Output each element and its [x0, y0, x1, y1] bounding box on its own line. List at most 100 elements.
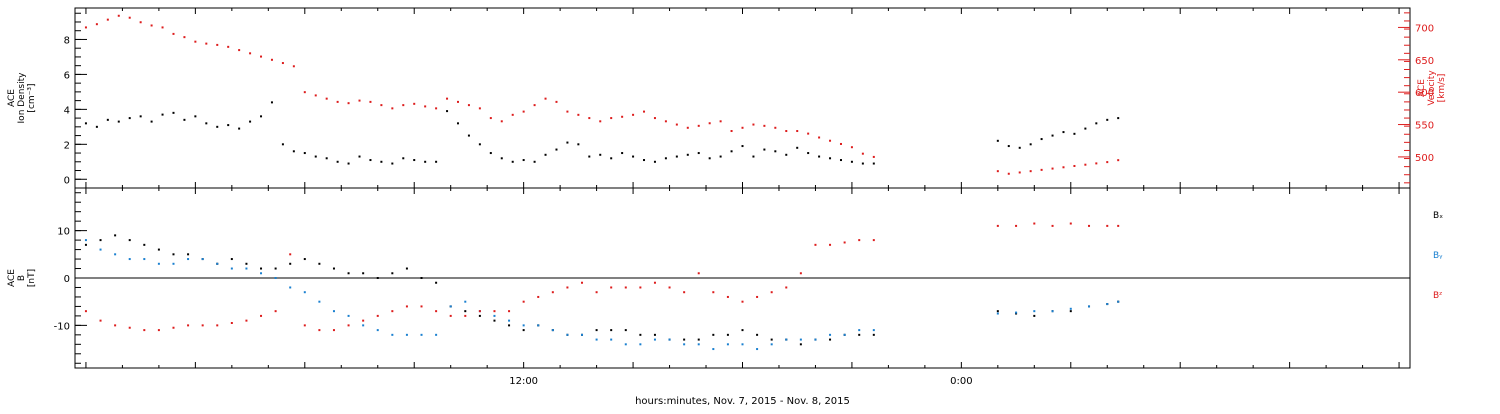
data-point [752, 155, 755, 158]
data-point [508, 324, 511, 327]
data-point [1117, 224, 1120, 227]
data-point [194, 40, 197, 43]
data-point [391, 310, 394, 313]
data-point [281, 62, 284, 65]
data-point [187, 324, 190, 327]
y-right-tick-label: 600 [1415, 88, 1434, 99]
data-point [84, 26, 87, 29]
data-point [391, 333, 394, 336]
y-left-title: [cm⁻³] [27, 83, 37, 112]
data-point [84, 243, 87, 246]
data-point [861, 152, 864, 155]
data-point [99, 248, 102, 251]
data-point [303, 291, 306, 294]
data-point [435, 310, 438, 313]
data-point [533, 104, 536, 107]
data-point [839, 159, 842, 162]
data-point [799, 338, 802, 341]
legend-entry: Bᶻ [1433, 291, 1442, 301]
data-point [391, 162, 394, 165]
data-point [785, 130, 788, 133]
y-left-title: ACE [7, 89, 17, 107]
data-point [303, 91, 306, 94]
data-point [303, 258, 306, 261]
data-point [1033, 314, 1036, 317]
data-point [201, 324, 204, 327]
data-point [741, 343, 744, 346]
y-left-tick-label: 6 [64, 70, 70, 81]
data-point [697, 152, 700, 155]
data-point [610, 157, 613, 160]
data-point [807, 152, 810, 155]
data-point [799, 343, 802, 346]
data-point [281, 143, 284, 146]
data-points [84, 14, 1120, 351]
data-point [318, 262, 321, 265]
data-point [292, 65, 295, 68]
data-point [1106, 224, 1109, 227]
data-point [314, 94, 317, 97]
data-point [405, 305, 408, 308]
data-point [643, 110, 646, 113]
y-left-title: ACE [7, 269, 17, 287]
data-point [183, 36, 186, 39]
data-point [216, 43, 219, 46]
data-point [756, 333, 759, 336]
data-point [424, 105, 427, 108]
data-point [555, 100, 558, 103]
data-point [270, 58, 273, 61]
y-right-tick-label: 650 [1415, 56, 1434, 67]
y-left-tick-label: 0 [64, 175, 70, 186]
data-point [551, 329, 554, 332]
data-point [774, 126, 777, 129]
data-point [537, 295, 540, 298]
data-point [566, 286, 569, 289]
data-point [467, 104, 470, 107]
data-point [719, 155, 722, 158]
data-point [850, 146, 853, 149]
data-point [1051, 134, 1054, 137]
data-point [446, 97, 449, 100]
data-point [230, 322, 233, 324]
data-point [639, 343, 642, 346]
data-point [157, 248, 160, 251]
data-point [675, 123, 678, 126]
data-point [362, 324, 365, 327]
data-point [464, 300, 467, 303]
data-point [610, 329, 613, 332]
data-point [712, 333, 715, 336]
data-point [726, 343, 729, 346]
data-point [106, 18, 109, 21]
data-point [595, 329, 598, 332]
data-point [424, 160, 427, 163]
data-point [752, 123, 755, 126]
data-point [143, 258, 146, 261]
data-point [818, 136, 821, 139]
data-point [632, 113, 635, 116]
data-point [325, 157, 328, 160]
data-point [858, 239, 861, 242]
data-point [1088, 305, 1091, 308]
data-point [683, 343, 686, 346]
data-point [420, 333, 423, 336]
data-point [1084, 163, 1087, 166]
data-point [697, 338, 700, 341]
data-point [84, 239, 87, 242]
data-point [238, 49, 241, 52]
data-point [227, 124, 230, 127]
data-point [358, 155, 361, 158]
data-point [489, 117, 492, 120]
data-point [114, 253, 117, 256]
data-point [741, 300, 744, 303]
data-point [588, 117, 591, 120]
data-point [157, 262, 160, 265]
data-point [1015, 224, 1018, 227]
y-right-title: Velocity [1427, 70, 1437, 106]
data-point [664, 120, 667, 123]
data-point [686, 153, 689, 156]
y-left-tick-label: 10 [57, 227, 70, 238]
data-point [347, 102, 350, 105]
data-point [128, 117, 131, 120]
